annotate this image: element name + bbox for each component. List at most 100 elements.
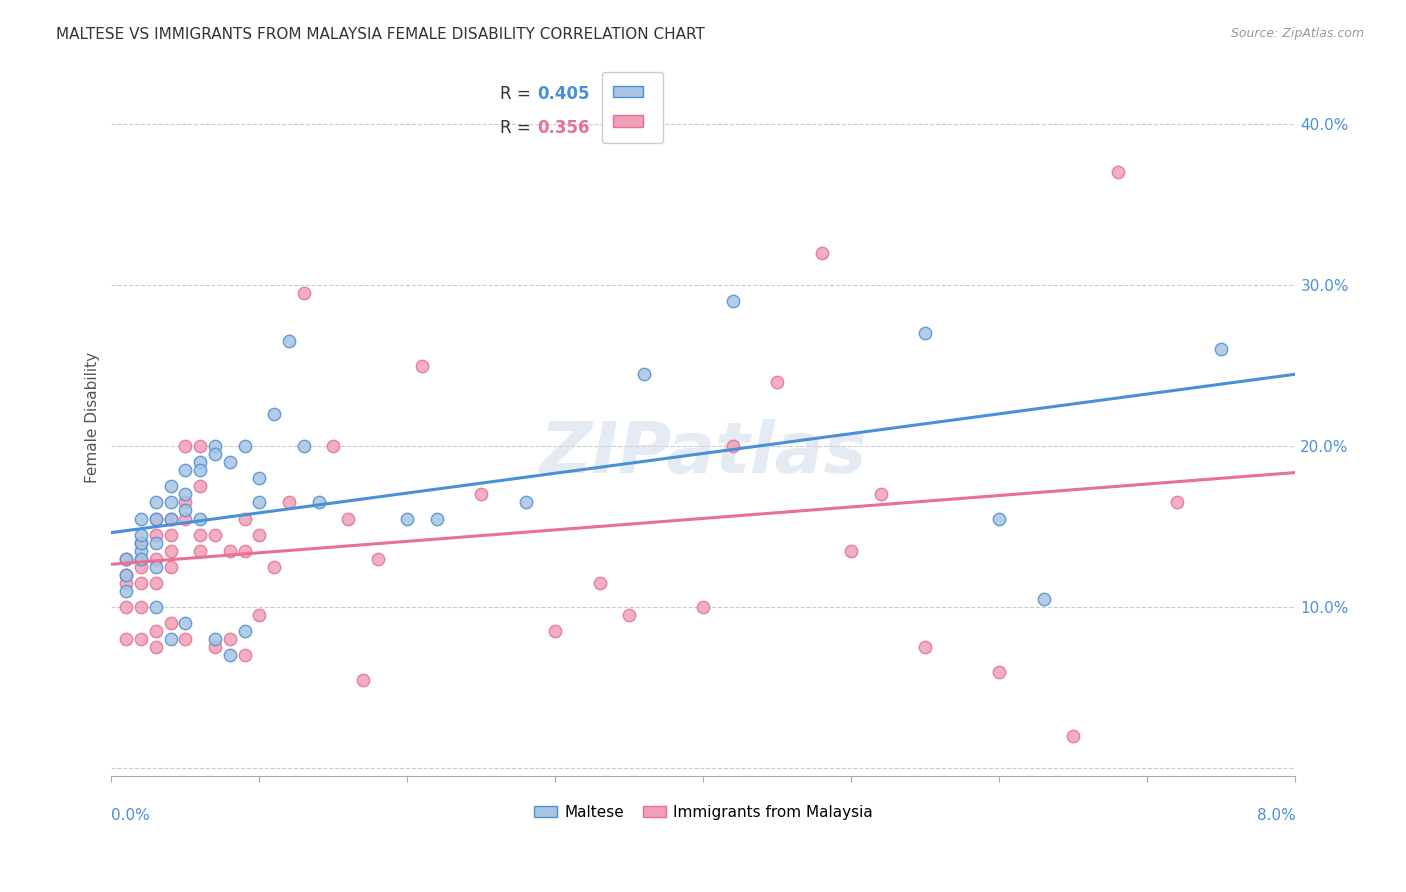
Point xyxy=(115,632,138,647)
Point xyxy=(129,535,152,549)
Text: 0.0%: 0.0% xyxy=(111,808,150,823)
Point xyxy=(633,367,655,381)
Point xyxy=(129,559,152,574)
Point xyxy=(1032,592,1054,607)
Point xyxy=(145,551,167,566)
Point xyxy=(870,487,893,501)
Text: MALTESE VS IMMIGRANTS FROM MALAYSIA FEMALE DISABILITY CORRELATION CHART: MALTESE VS IMMIGRANTS FROM MALAYSIA FEMA… xyxy=(56,27,706,42)
Point xyxy=(692,600,714,615)
Point xyxy=(115,551,138,566)
Point xyxy=(411,359,433,373)
Point xyxy=(174,439,197,453)
Point xyxy=(129,551,152,566)
Text: R =: R = xyxy=(499,119,536,136)
Point xyxy=(174,495,197,509)
Text: 8.0%: 8.0% xyxy=(1257,808,1295,823)
Point xyxy=(174,511,197,525)
Point xyxy=(233,648,256,663)
Point xyxy=(1211,343,1233,357)
Point xyxy=(721,439,744,453)
Point xyxy=(233,439,256,453)
Point xyxy=(145,511,167,525)
Point xyxy=(470,487,492,501)
Point xyxy=(233,511,256,525)
Point xyxy=(811,245,834,260)
Text: N =: N = xyxy=(591,85,644,103)
Point xyxy=(308,495,330,509)
Point xyxy=(188,543,211,558)
Point xyxy=(174,632,197,647)
Text: 0.356: 0.356 xyxy=(537,119,591,136)
Point xyxy=(766,375,789,389)
Point xyxy=(145,559,167,574)
Text: R =: R = xyxy=(499,85,536,103)
Point xyxy=(159,616,181,631)
Point xyxy=(174,503,197,517)
Point xyxy=(396,511,419,525)
Point xyxy=(174,463,197,477)
Point xyxy=(249,471,271,485)
Point xyxy=(367,551,389,566)
Point xyxy=(159,632,181,647)
Text: ZIPatlas: ZIPatlas xyxy=(540,419,868,488)
Point xyxy=(129,632,152,647)
Point xyxy=(115,567,138,582)
Point xyxy=(188,463,211,477)
Point xyxy=(352,673,374,687)
Y-axis label: Female Disability: Female Disability xyxy=(86,352,100,483)
Text: 62: 62 xyxy=(640,119,662,136)
Point xyxy=(159,543,181,558)
Point xyxy=(159,495,181,509)
Point xyxy=(115,551,138,566)
Point xyxy=(129,551,152,566)
Point xyxy=(188,511,211,525)
Point xyxy=(159,511,181,525)
Point xyxy=(515,495,537,509)
Point xyxy=(292,286,315,301)
Point xyxy=(218,632,240,647)
Text: Source: ZipAtlas.com: Source: ZipAtlas.com xyxy=(1230,27,1364,40)
Point xyxy=(218,543,240,558)
Point xyxy=(619,608,641,623)
Point xyxy=(988,665,1011,679)
Point xyxy=(914,326,936,341)
Point xyxy=(159,511,181,525)
Point xyxy=(1166,495,1188,509)
Point xyxy=(204,439,226,453)
Point xyxy=(129,576,152,591)
Point xyxy=(589,576,612,591)
Point xyxy=(145,576,167,591)
Legend: Maltese, Immigrants from Malaysia: Maltese, Immigrants from Malaysia xyxy=(527,798,879,826)
Point xyxy=(278,495,301,509)
Point xyxy=(204,640,226,655)
Point xyxy=(322,439,344,453)
Point xyxy=(145,495,167,509)
Point xyxy=(204,447,226,461)
Point xyxy=(145,624,167,639)
Point xyxy=(249,495,271,509)
Point xyxy=(263,407,285,421)
Point xyxy=(188,439,211,453)
Point xyxy=(988,511,1011,525)
Point xyxy=(841,543,863,558)
Point xyxy=(115,567,138,582)
Point xyxy=(544,624,567,639)
Point xyxy=(129,511,152,525)
Point xyxy=(337,511,360,525)
Point xyxy=(721,294,744,309)
Text: 0.405: 0.405 xyxy=(537,85,591,103)
Point xyxy=(129,527,152,541)
Point xyxy=(159,559,181,574)
Point xyxy=(174,487,197,501)
Point xyxy=(115,600,138,615)
Point xyxy=(204,632,226,647)
Point xyxy=(174,616,197,631)
Point xyxy=(188,479,211,493)
Point xyxy=(129,535,152,549)
Point xyxy=(129,600,152,615)
Point xyxy=(159,527,181,541)
Point xyxy=(249,527,271,541)
Point xyxy=(145,527,167,541)
Point xyxy=(145,600,167,615)
Point xyxy=(188,527,211,541)
